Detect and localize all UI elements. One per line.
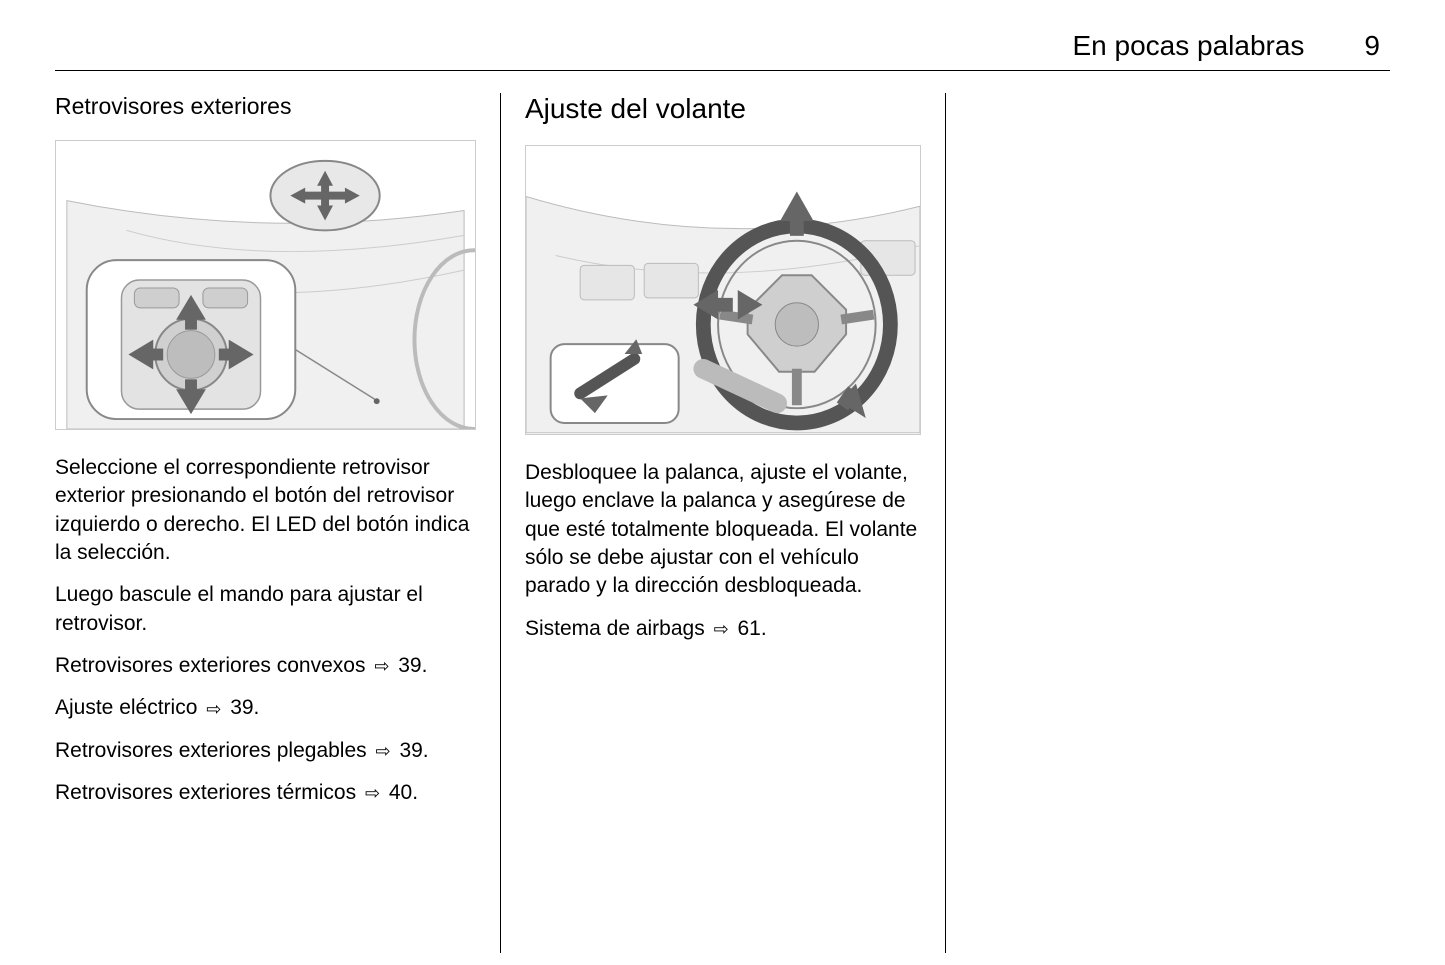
col2-para-1: Desbloquee la palanca, ajuste el volante… [525,459,921,601]
header-section-title: En pocas palabras [1072,30,1304,62]
ref-text: Retrovisores exteriores plegables [55,739,367,762]
reference-arrow-icon: ⇨ [714,617,729,641]
ref-text: Retrovisores exteriores térmicos [55,781,356,804]
content-columns: Retrovisores exteriores [55,93,1390,953]
col2-heading: Ajuste del volante [525,93,921,125]
ref-page: 39 [398,654,421,677]
col1-heading: Retrovisores exteriores [55,93,476,120]
col1-para-2: Luego bascule el mando para ajustar el r… [55,581,476,638]
column-1: Retrovisores exteriores [55,93,500,953]
col1-ref-3: Retrovisores exteriores plegables ⇨ 39. [55,737,476,765]
reference-arrow-icon: ⇨ [374,654,389,678]
ref-page: 39 [399,739,422,762]
steering-wheel-illustration [526,146,920,434]
col1-ref-4: Retrovisores exteriores térmicos ⇨ 40. [55,779,476,807]
ref-page: 39 [230,696,253,719]
mirror-control-illustration [56,141,475,429]
reference-arrow-icon: ⇨ [365,781,380,805]
steering-adjust-figure [525,145,921,435]
page-header: En pocas palabras 9 [55,30,1390,71]
col1-ref-2: Ajuste eléctrico ⇨ 39. [55,694,476,722]
col1-ref-1: Retrovisores exteriores convexos ⇨ 39. [55,652,476,680]
header-page-number: 9 [1364,30,1380,62]
ref-page: 61 [738,617,761,640]
manual-page: En pocas palabras 9 Retrovisores exterio… [0,0,1445,965]
ref-page: 40 [389,781,412,804]
reference-arrow-icon: ⇨ [206,697,221,721]
mirror-control-figure [55,140,476,430]
col2-ref-1: Sistema de airbags ⇨ 61. [525,615,921,643]
column-3 [945,93,1390,953]
ref-text: Retrovisores exteriores convexos [55,654,365,677]
reference-arrow-icon: ⇨ [376,739,391,763]
column-2: Ajuste del volante [500,93,945,953]
ref-text: Sistema de airbags [525,617,705,640]
col1-para-1: Seleccione el correspondiente retrovisor… [55,454,476,567]
ref-text: Ajuste eléctrico [55,696,197,719]
